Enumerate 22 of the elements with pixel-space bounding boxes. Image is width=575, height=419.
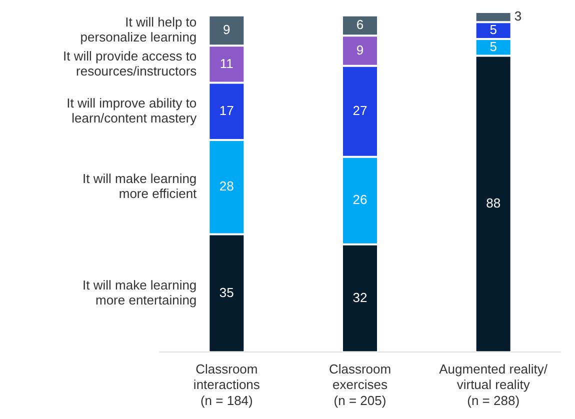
x-tick-label: Classroom exercises (n = 205) bbox=[328, 362, 392, 408]
series-label: It will make learning more entertaining bbox=[82, 277, 197, 308]
data-label: 3 bbox=[514, 8, 522, 24]
data-label: 35 bbox=[219, 284, 234, 300]
data-label: 88 bbox=[486, 196, 501, 211]
data-label: 9 bbox=[356, 42, 364, 58]
data-label: 9 bbox=[223, 22, 230, 38]
data-label: 26 bbox=[352, 192, 368, 208]
series-label: It will help to personalize learning bbox=[80, 14, 197, 45]
data-label: 27 bbox=[352, 102, 368, 118]
data-label: 6 bbox=[356, 17, 364, 32]
series-label: It will provide access to resources/instructors bbox=[62, 48, 198, 78]
data-label: 32 bbox=[352, 290, 368, 305]
series-label: It will improve ability to learn/content mastery bbox=[66, 95, 198, 126]
x-tick-label: Classroom interactions (n = 184) bbox=[193, 362, 260, 408]
data-label: 17 bbox=[219, 102, 234, 118]
data-label: 5 bbox=[490, 22, 497, 38]
data-label: 11 bbox=[220, 56, 234, 71]
x-tick-label: Augmented reality/ virtual reality (n = 288) bbox=[439, 362, 548, 408]
data-label: 28 bbox=[219, 178, 234, 194]
data-label: 5 bbox=[490, 38, 497, 54]
series-label: It will make learning more efficient bbox=[82, 171, 198, 202]
